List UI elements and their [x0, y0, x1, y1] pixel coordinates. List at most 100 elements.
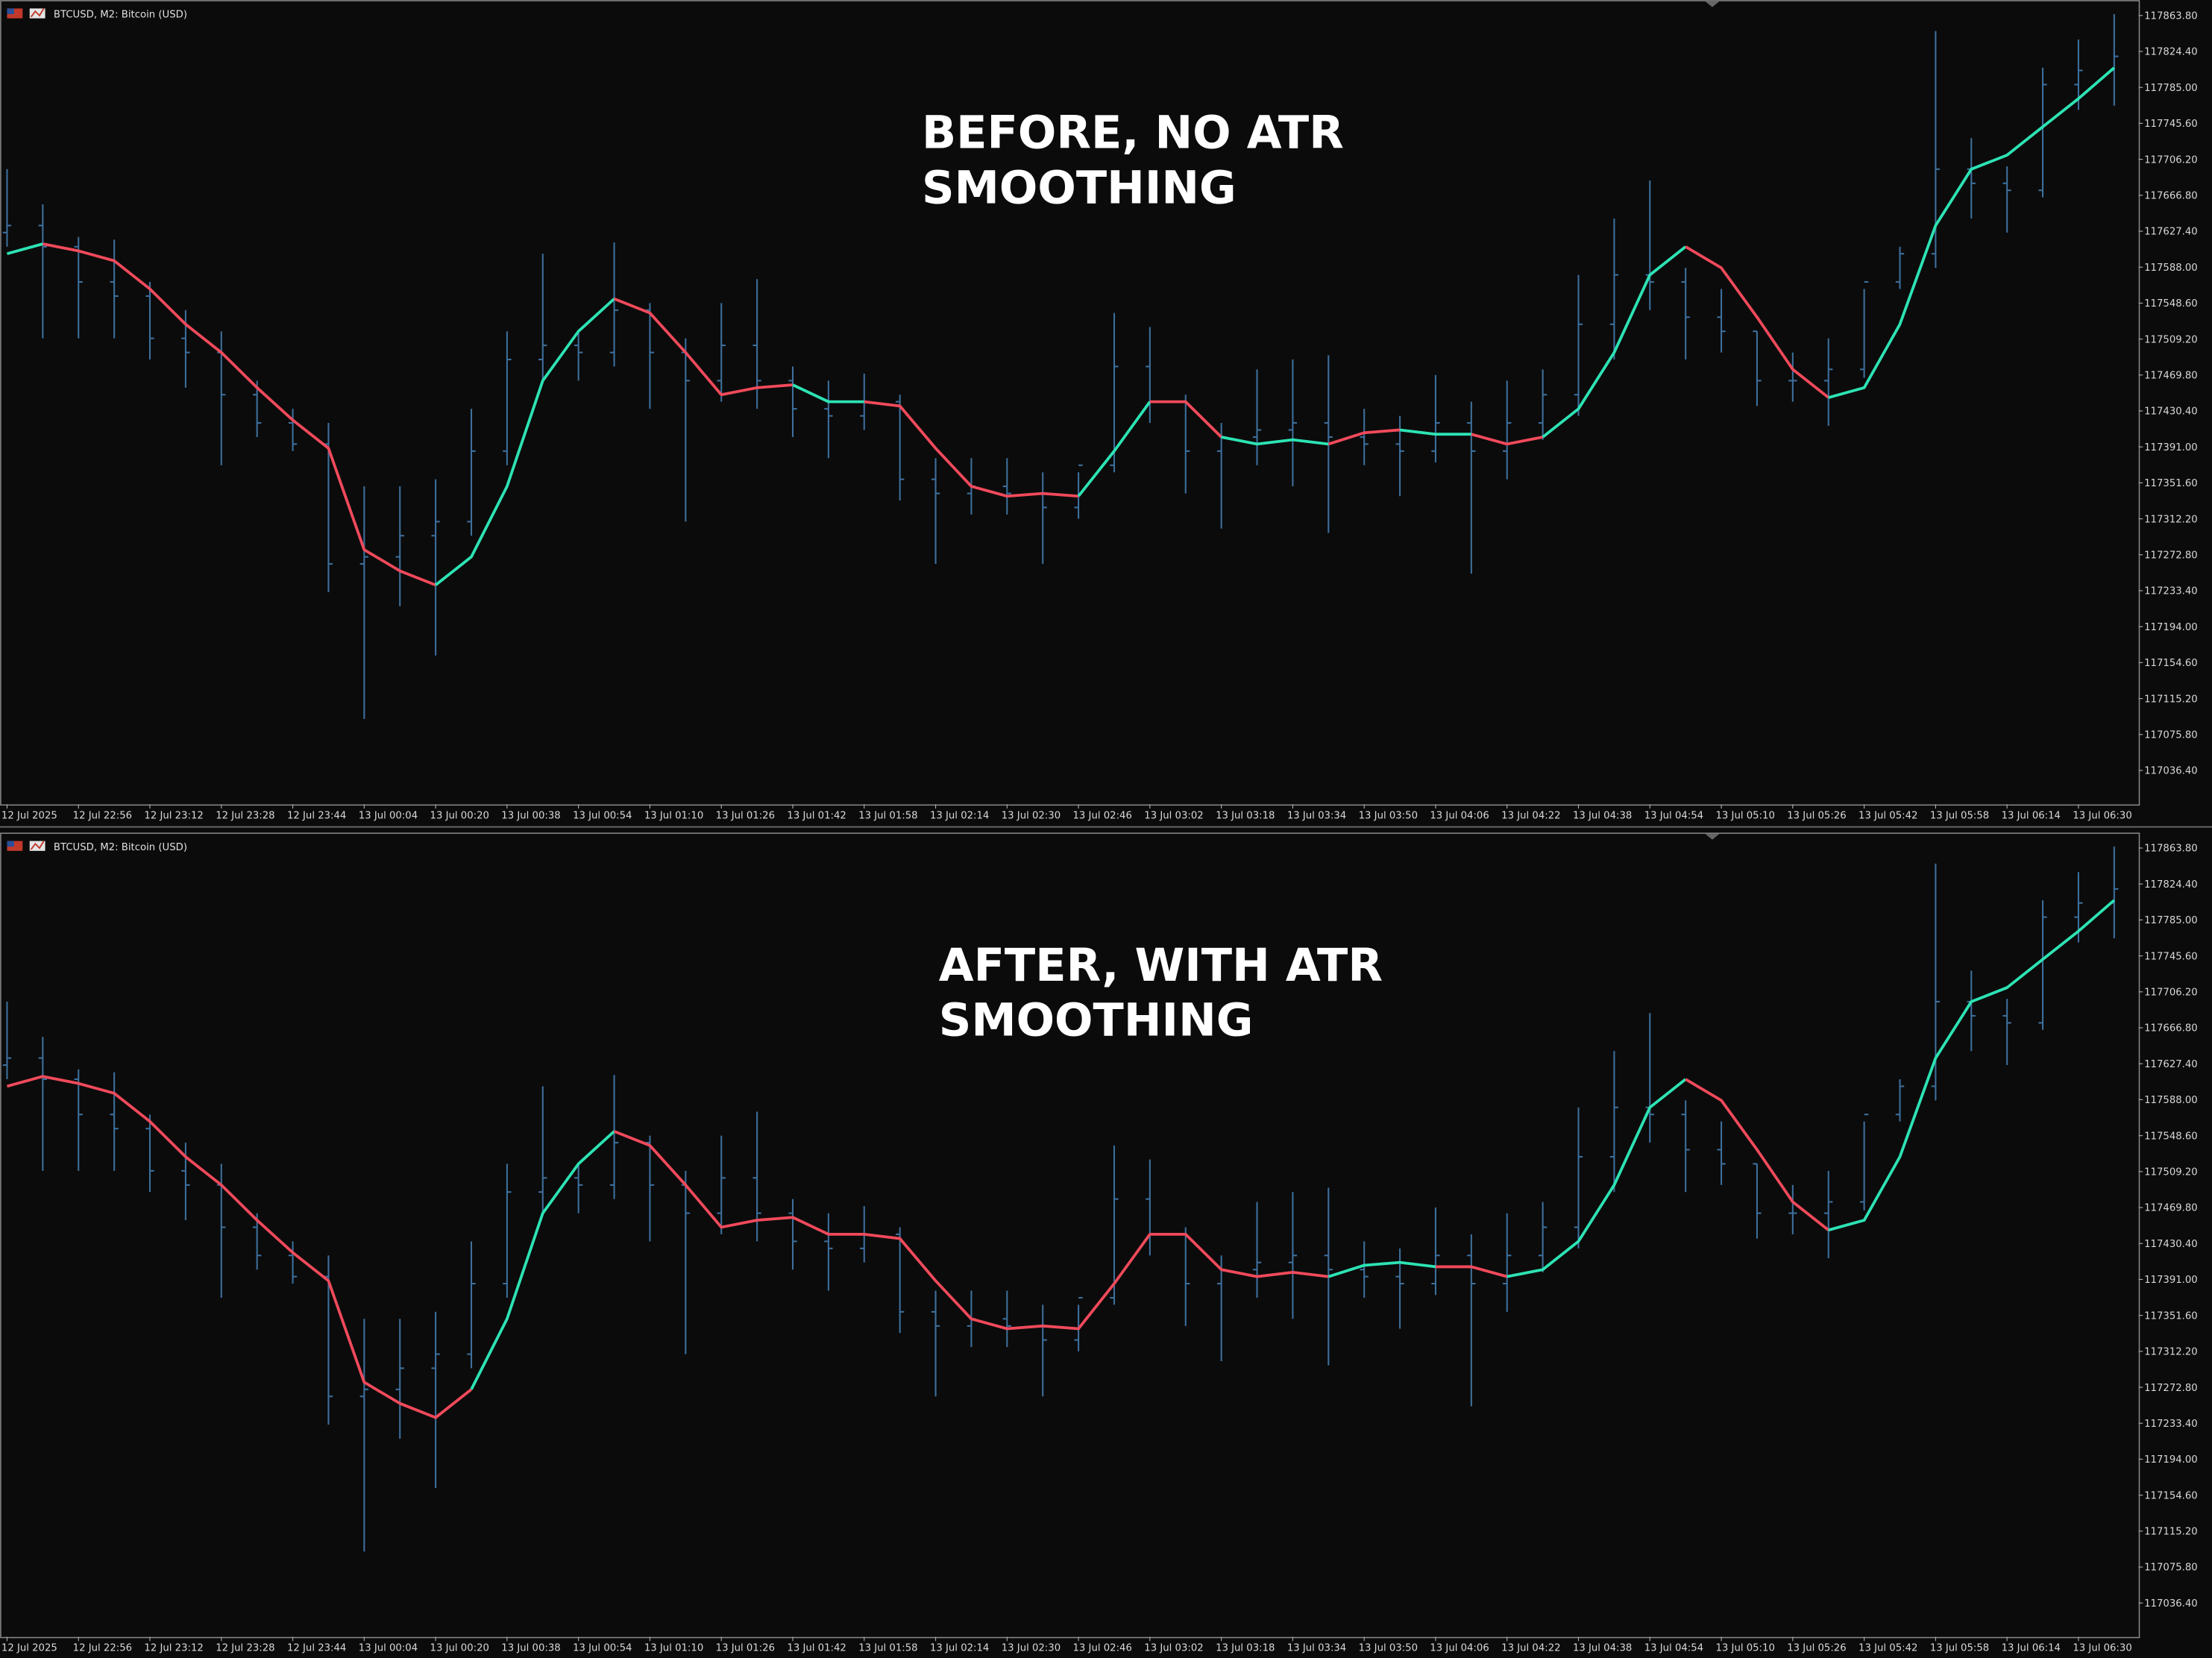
x-tick-label: 13 Jul 04:54: [1644, 810, 1703, 821]
x-tick-label: 13 Jul 03:50: [1359, 1643, 1418, 1654]
x-tick-label: 13 Jul 02:46: [1073, 1643, 1132, 1654]
x-tick-label: 13 Jul 01:58: [858, 810, 917, 821]
y-tick-label: 117666.80: [2144, 1023, 2198, 1034]
y-tick-label: 117154.60: [2144, 658, 2198, 669]
x-tick-label: 13 Jul 00:38: [501, 810, 560, 821]
y-tick-label: 117036.40: [2144, 766, 2198, 777]
y-tick-label: 117154.60: [2144, 1490, 2198, 1501]
trend-line: [1471, 433, 1543, 446]
y-tick-label: 117075.80: [2144, 1563, 2198, 1574]
y-tick-label: 117469.80: [2144, 371, 2198, 382]
x-tick-label: 13 Jul 00:04: [359, 810, 418, 821]
x-tick-label: 13 Jul 05:10: [1715, 810, 1774, 821]
x-tick-label: 13 Jul 05:58: [1930, 810, 1989, 821]
trend-line: [470, 1130, 615, 1390]
y-tick-label: 117745.60: [2144, 119, 2198, 130]
y-tick-label: 117588.00: [2144, 263, 2198, 274]
trend-line: [1828, 66, 2116, 399]
x-tick-label: 13 Jul 05:42: [1858, 810, 1917, 821]
y-tick-label: 117666.80: [2144, 191, 2198, 202]
trend-line: [1685, 245, 1829, 399]
x-tick-label: 13 Jul 03:34: [1287, 1643, 1346, 1654]
y-tick-label: 117115.20: [2144, 1527, 2198, 1538]
x-tick-label: 13 Jul 04:06: [1430, 810, 1489, 821]
chart-header: BTCUSD, M2: Bitcoin (USD): [54, 10, 187, 21]
trend-line: [6, 242, 43, 256]
y-tick-label: 117194.00: [2144, 622, 2198, 633]
x-tick-label: 13 Jul 03:50: [1359, 810, 1418, 821]
trend-line: [1327, 1260, 1436, 1278]
x-tick-label: 12 Jul 23:44: [287, 1643, 346, 1654]
x-tick-label: 13 Jul 01:42: [787, 810, 846, 821]
trend-line: [1542, 245, 1687, 439]
trend-line: [1435, 1265, 1508, 1278]
trend-line: [42, 242, 436, 587]
trend-line: [613, 1130, 1329, 1331]
x-tick-label: 12 Jul 23:28: [216, 1643, 274, 1654]
x-tick-label: 12 Jul 23:12: [144, 810, 203, 821]
indicator-icon-glyph: [30, 7, 45, 18]
annotation: SMOOTHING: [939, 995, 1254, 1047]
plot-frame: [0, 832, 2140, 1639]
y-tick-label: 117548.60: [2144, 298, 2198, 310]
flag-icon-stripe: [7, 841, 14, 847]
y-tick-label: 117627.40: [2144, 227, 2198, 238]
x-tick-label: 13 Jul 06:14: [2002, 810, 2061, 821]
trend-line: [1399, 428, 1471, 436]
x-tick-label: 13 Jul 02:14: [930, 810, 989, 821]
x-tick-label: 13 Jul 06:14: [2002, 1643, 2061, 1654]
trend-line: [1506, 1078, 1687, 1278]
x-tick-label: 13 Jul 05:26: [1787, 810, 1846, 821]
y-tick-label: 117430.40: [2144, 406, 2198, 418]
x-tick-label: 13 Jul 00:54: [573, 1643, 632, 1654]
x-tick-label: 13 Jul 01:10: [644, 1643, 703, 1654]
x-tick-label: 13 Jul 00:20: [430, 1643, 489, 1654]
x-tick-label: 13 Jul 01:58: [858, 1643, 917, 1654]
trend-line: [434, 298, 615, 586]
x-tick-label: 12 Jul 23:28: [216, 810, 274, 821]
y-tick-label: 117745.60: [2144, 951, 2198, 962]
x-tick-label: 13 Jul 04:22: [1501, 810, 1560, 821]
y-tick-label: 117391.00: [2144, 1275, 2198, 1286]
y-tick-label: 117863.80: [2144, 11, 2198, 22]
y-tick-label: 117785.00: [2144, 83, 2198, 94]
x-tick-label: 13 Jul 06:30: [2073, 810, 2131, 821]
x-tick-label: 13 Jul 00:38: [501, 1643, 560, 1654]
x-tick-label: 13 Jul 04:38: [1573, 1643, 1632, 1654]
x-tick-label: 13 Jul 04:54: [1644, 1643, 1703, 1654]
scroll-marker: [1705, 834, 1720, 840]
x-tick-label: 12 Jul 2025: [1, 1643, 57, 1654]
trend-line: [864, 400, 1079, 498]
flag-icon-stripe: [7, 8, 14, 14]
x-tick-label: 13 Jul 05:58: [1930, 1643, 1989, 1654]
y-tick-label: 117312.20: [2144, 1347, 2198, 1358]
y-tick-label: 117351.60: [2144, 1310, 2198, 1322]
trend-line: [1149, 400, 1222, 439]
y-tick-label: 117036.40: [2144, 1598, 2198, 1610]
x-tick-label: 13 Jul 03:02: [1144, 1643, 1203, 1654]
x-tick-label: 13 Jul 01:26: [716, 810, 775, 821]
y-tick-label: 117548.60: [2144, 1131, 2198, 1142]
x-tick-label: 13 Jul 02:30: [1002, 810, 1061, 821]
trend-line: [1077, 401, 1151, 497]
plot-frame: [0, 0, 2140, 806]
trend-line: [613, 297, 794, 397]
annotation: BEFORE, NO ATR: [922, 107, 1344, 160]
y-tick-label: 117824.40: [2144, 47, 2198, 58]
x-tick-label: 12 Jul 23:44: [287, 810, 346, 821]
x-tick-label: 13 Jul 05:42: [1858, 1643, 1917, 1654]
y-tick-label: 117351.60: [2144, 478, 2198, 489]
x-tick-label: 13 Jul 03:02: [1144, 810, 1203, 821]
trend-line: [1327, 428, 1401, 446]
y-tick-label: 117430.40: [2144, 1239, 2198, 1250]
x-tick-label: 12 Jul 23:12: [144, 1643, 203, 1654]
chart-header: BTCUSD, M2: Bitcoin (USD): [54, 842, 187, 853]
x-tick-label: 13 Jul 05:26: [1787, 1643, 1846, 1654]
x-tick-label: 13 Jul 00:54: [573, 810, 632, 821]
x-tick-label: 13 Jul 02:46: [1073, 810, 1132, 821]
y-tick-label: 117391.00: [2144, 442, 2198, 453]
indicator-icon-glyph: [30, 841, 45, 850]
x-tick-label: 13 Jul 00:20: [430, 810, 489, 821]
